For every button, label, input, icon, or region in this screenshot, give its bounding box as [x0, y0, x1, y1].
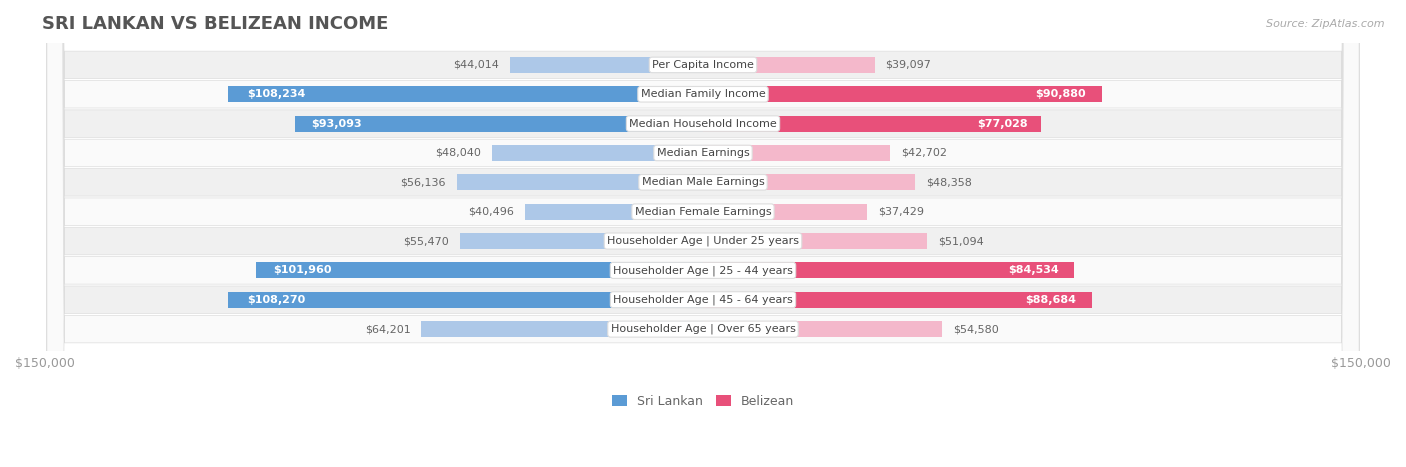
Text: $88,684: $88,684	[1025, 295, 1077, 305]
Text: $108,234: $108,234	[247, 89, 305, 99]
Bar	[703, 204, 868, 220]
FancyBboxPatch shape	[46, 0, 1360, 467]
Text: $42,702: $42,702	[901, 148, 948, 158]
Text: Median Female Earnings: Median Female Earnings	[634, 207, 772, 217]
Text: $108,270: $108,270	[247, 295, 305, 305]
Text: $93,093: $93,093	[311, 119, 361, 128]
Text: Median Household Income: Median Household Income	[628, 119, 778, 128]
Bar	[510, 57, 703, 73]
Text: $54,580: $54,580	[953, 324, 1000, 334]
Text: $90,880: $90,880	[1035, 89, 1085, 99]
FancyBboxPatch shape	[46, 0, 1360, 467]
Bar	[703, 321, 942, 337]
Bar	[703, 292, 1092, 308]
Bar	[228, 86, 703, 102]
Bar	[703, 86, 1102, 102]
Bar	[422, 321, 703, 337]
Text: Median Family Income: Median Family Income	[641, 89, 765, 99]
FancyBboxPatch shape	[46, 0, 1360, 467]
Bar	[703, 57, 875, 73]
Bar	[703, 262, 1074, 278]
Text: Householder Age | Under 25 years: Householder Age | Under 25 years	[607, 236, 799, 246]
FancyBboxPatch shape	[46, 0, 1360, 467]
Bar	[703, 174, 915, 191]
FancyBboxPatch shape	[46, 0, 1360, 467]
Bar	[295, 115, 703, 132]
Bar	[492, 145, 703, 161]
FancyBboxPatch shape	[46, 0, 1360, 467]
Text: $56,136: $56,136	[401, 177, 446, 187]
Text: $39,097: $39,097	[886, 60, 931, 70]
Bar	[256, 262, 703, 278]
Bar	[703, 115, 1040, 132]
Bar	[457, 174, 703, 191]
FancyBboxPatch shape	[46, 0, 1360, 467]
Text: $48,358: $48,358	[927, 177, 972, 187]
Text: $101,960: $101,960	[274, 265, 332, 276]
Bar	[228, 292, 703, 308]
Text: Householder Age | 25 - 44 years: Householder Age | 25 - 44 years	[613, 265, 793, 276]
Text: $48,040: $48,040	[436, 148, 481, 158]
Bar	[703, 233, 927, 249]
Text: $64,201: $64,201	[364, 324, 411, 334]
Text: Householder Age | Over 65 years: Householder Age | Over 65 years	[610, 324, 796, 334]
Text: Householder Age | 45 - 64 years: Householder Age | 45 - 64 years	[613, 295, 793, 305]
Text: $77,028: $77,028	[977, 119, 1028, 128]
FancyBboxPatch shape	[46, 0, 1360, 467]
Text: $37,429: $37,429	[879, 207, 924, 217]
Text: Median Male Earnings: Median Male Earnings	[641, 177, 765, 187]
Text: $84,534: $84,534	[1008, 265, 1059, 276]
Bar	[460, 233, 703, 249]
FancyBboxPatch shape	[46, 0, 1360, 467]
FancyBboxPatch shape	[46, 0, 1360, 467]
Text: $51,094: $51,094	[938, 236, 984, 246]
Text: Per Capita Income: Per Capita Income	[652, 60, 754, 70]
Text: $40,496: $40,496	[468, 207, 515, 217]
Text: SRI LANKAN VS BELIZEAN INCOME: SRI LANKAN VS BELIZEAN INCOME	[42, 15, 388, 33]
Text: $44,014: $44,014	[453, 60, 499, 70]
Bar	[703, 145, 890, 161]
Legend: Sri Lankan, Belizean: Sri Lankan, Belizean	[607, 389, 799, 413]
Text: $55,470: $55,470	[404, 236, 449, 246]
Bar	[526, 204, 703, 220]
Text: Source: ZipAtlas.com: Source: ZipAtlas.com	[1267, 19, 1385, 28]
Text: Median Earnings: Median Earnings	[657, 148, 749, 158]
